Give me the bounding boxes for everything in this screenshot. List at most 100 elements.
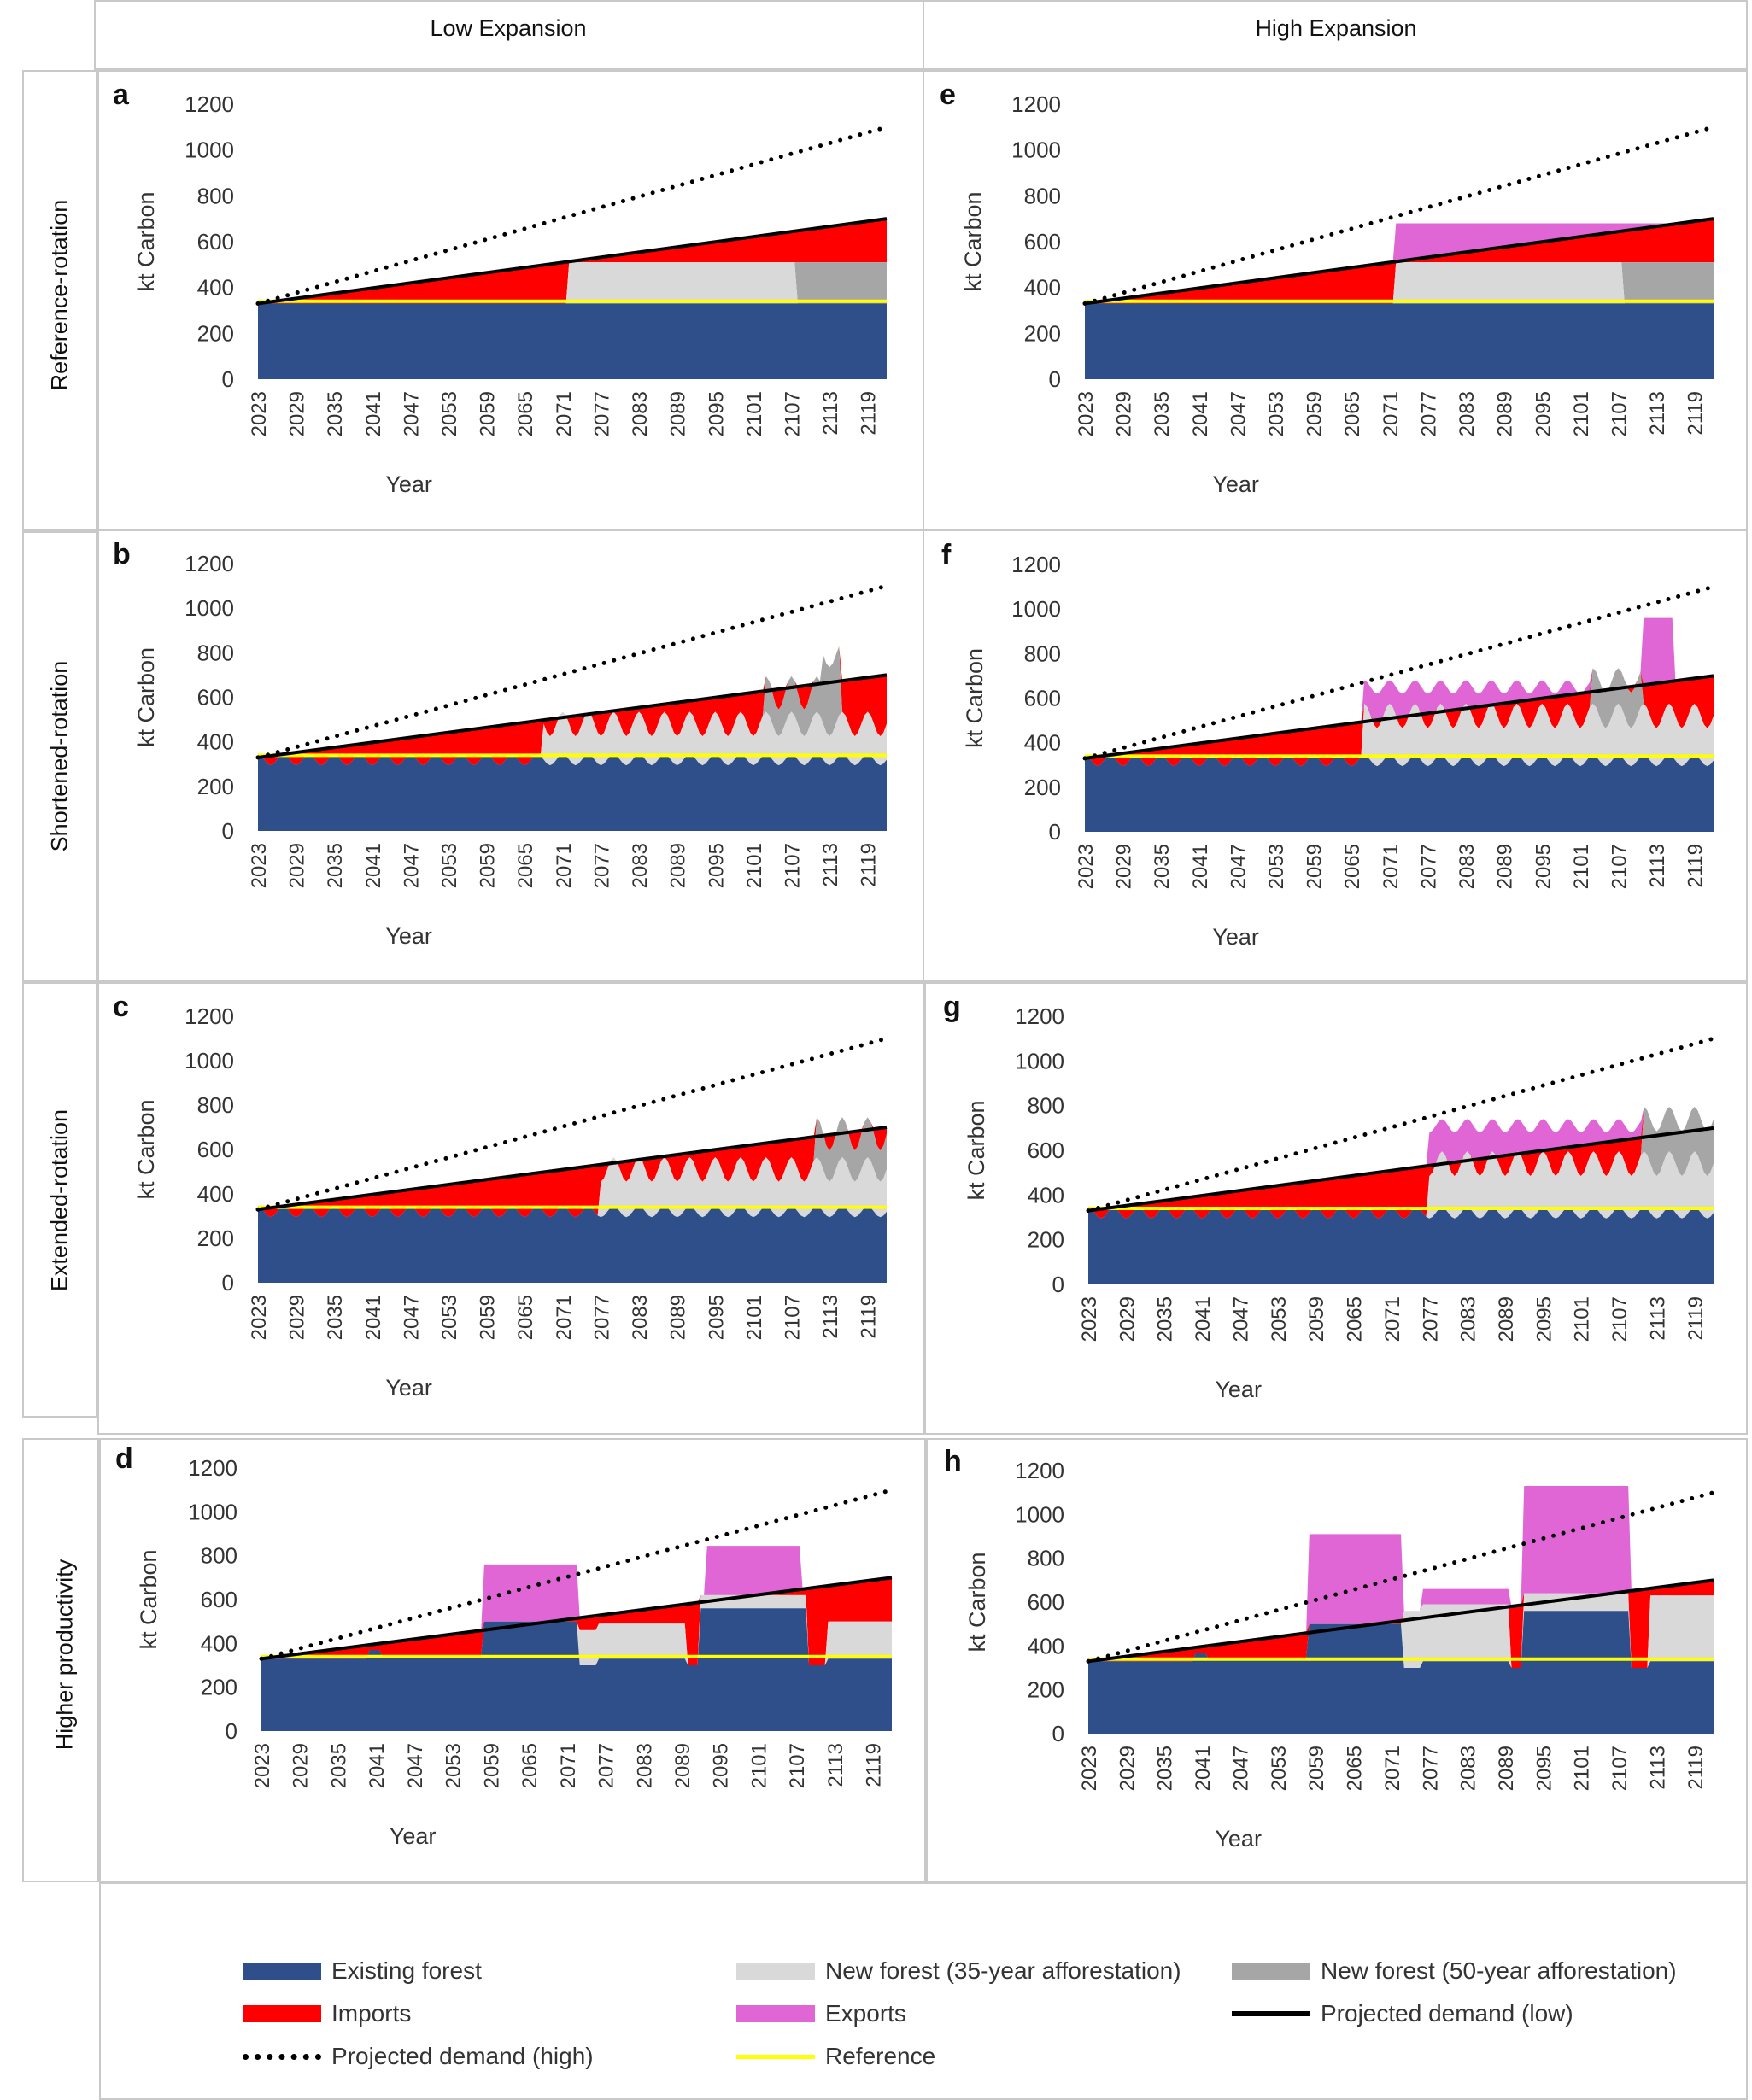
y-tick-label: 600 xyxy=(1028,1138,1064,1163)
new-forest-50-area xyxy=(258,646,887,766)
x-tick-label: 2065 xyxy=(514,1295,537,1340)
y-tick-label: 600 xyxy=(197,685,234,711)
x-tick-label: 2065 xyxy=(1344,1746,1367,1791)
column-header-low: Low Expansion xyxy=(430,15,587,41)
y-tick-label: 1200 xyxy=(1011,552,1061,577)
row-frame-1 xyxy=(22,70,97,531)
y-tick-label: 600 xyxy=(1028,1589,1064,1615)
new-forest-50-area xyxy=(258,262,887,304)
x-tick-label: 2029 xyxy=(1113,391,1136,436)
x-tick-label: 2095 xyxy=(1532,391,1555,436)
row-frame-3 xyxy=(22,982,97,1418)
x-tick-label: 2029 xyxy=(286,391,309,436)
x-tick-label: 2077 xyxy=(1419,1746,1442,1791)
new-forest-35-area xyxy=(1085,704,1714,767)
demand-low-line xyxy=(257,217,888,306)
x-tick-label: 2113 xyxy=(819,843,842,887)
x-tick-label: 2119 xyxy=(858,391,881,436)
y-tick-label: 200 xyxy=(1024,775,1061,800)
x-tick-label: 2113 xyxy=(819,1295,842,1339)
legend-swatch xyxy=(736,2054,815,2059)
x-tick-label: 2089 xyxy=(667,1295,690,1340)
legend-label: New forest (35-year afforestation) xyxy=(825,1957,1181,1984)
x-tick-label: 2077 xyxy=(590,1295,613,1340)
x-tick-label: 2119 xyxy=(1685,391,1708,436)
panel-letter: h xyxy=(944,1445,962,1477)
legend-swatch xyxy=(243,2005,321,2022)
y-axis-label: kt Carbon xyxy=(964,1552,990,1652)
y-tick-label: 1200 xyxy=(1015,1458,1064,1483)
y-tick-label: 200 xyxy=(197,774,234,799)
x-tick-label: 2077 xyxy=(1419,1296,1442,1342)
x-tick-label: 2119 xyxy=(863,1743,886,1787)
legend-label: Reference xyxy=(825,2043,936,2069)
y-tick-label: 400 xyxy=(197,275,234,301)
imports-area xyxy=(1088,1580,1714,1668)
y-tick-label: 1000 xyxy=(1015,1501,1064,1527)
x-tick-label: 2047 xyxy=(400,1295,423,1340)
x-tick-label: 2023 xyxy=(1075,391,1098,436)
column-header-high: High Expansion xyxy=(1255,15,1417,41)
x-tick-label: 2059 xyxy=(477,391,500,436)
x-tick-label: 2083 xyxy=(1456,391,1479,436)
y-tick-label: 800 xyxy=(1028,1093,1064,1119)
x-tick-label: 2053 xyxy=(1268,1746,1291,1791)
legend-label: Projected demand (low) xyxy=(1321,2000,1573,2027)
x-tick-label: 2059 xyxy=(480,1743,503,1788)
x-tick-label: 2035 xyxy=(327,1743,350,1788)
demand-low-line xyxy=(257,1126,888,1212)
y-tick-label: 1000 xyxy=(1011,137,1061,163)
demand-low-line xyxy=(1087,1126,1714,1213)
x-tick-label: 2023 xyxy=(1078,1296,1101,1342)
existing-forest-area xyxy=(258,303,887,379)
x-tick-label: 2053 xyxy=(1265,844,1288,889)
x-tick-label: 2101 xyxy=(743,1295,766,1340)
y-axis-label: kt Carbon xyxy=(133,191,159,291)
panel-h: 0 200 400 600 800 1000 1200 2023 2029 2035 2041 204… xyxy=(944,1445,1716,1851)
x-tick-label: 2071 xyxy=(553,843,576,888)
x-tick-label: 2047 xyxy=(1227,844,1250,889)
y-tick-label: 400 xyxy=(197,1181,234,1207)
x-tick-label: 2083 xyxy=(1457,1746,1480,1791)
x-tick-label: 2023 xyxy=(1075,844,1098,889)
row-frame-4 xyxy=(22,1438,99,1882)
panel-letter: g xyxy=(943,991,961,1023)
x-tick-label: 2071 xyxy=(1381,1296,1404,1342)
y-tick-label: 0 xyxy=(1052,1721,1064,1746)
panel-e: 0 200 400 600 800 1000 1200 2023 2029 2035 2041 204… xyxy=(940,79,1716,497)
row-frame-2 xyxy=(22,531,97,982)
panel-f: 0 200 400 600 800 1000 1200 2023 2029 2035 2041 204… xyxy=(941,539,1716,950)
y-tick-label: 800 xyxy=(1024,183,1061,208)
x-tick-label: 2053 xyxy=(1265,391,1288,436)
y-axis-label: kt Carbon xyxy=(136,1549,161,1649)
x-axis-label: Year xyxy=(385,1375,432,1401)
y-tick-label: 200 xyxy=(197,320,234,346)
panel-frame-h xyxy=(926,1438,1748,1882)
panel-letter: a xyxy=(113,79,130,111)
panel-b: 0 200 400 600 800 1000 1200 2023 2029 2035 2041 204… xyxy=(113,538,889,949)
x-tick-label: 2059 xyxy=(477,843,500,888)
x-axis-label: Year xyxy=(390,1823,437,1849)
existing-forest-area xyxy=(258,754,887,831)
legend-label: New forest (50-year afforestation) xyxy=(1321,1957,1677,1984)
panel-c: 0 200 400 600 800 1000 1200 2023 2029 2035 2041 204… xyxy=(113,991,889,1401)
x-axis-label: Year xyxy=(1215,1377,1262,1402)
y-tick-label: 1000 xyxy=(1015,1048,1064,1073)
y-tick-label: 0 xyxy=(222,1270,234,1296)
x-tick-label: 2107 xyxy=(786,1743,809,1788)
x-tick-label: 2101 xyxy=(743,391,766,436)
demand-high-line xyxy=(1082,584,1716,761)
exports-area xyxy=(1088,1486,1714,1662)
x-tick-label: 2041 xyxy=(362,391,385,436)
x-tick-label: 2119 xyxy=(1685,1296,1708,1341)
demand-high-line xyxy=(259,1488,894,1661)
legend-swatch xyxy=(243,1963,321,1980)
y-tick-label: 1200 xyxy=(185,1003,234,1029)
y-tick-label: 1000 xyxy=(185,1048,234,1073)
x-tick-label: 2113 xyxy=(1646,844,1669,888)
legend-item-new50: New forest (50-year afforestation) xyxy=(1232,1957,1677,1985)
y-tick-label: 1000 xyxy=(185,137,234,163)
demand-low-line xyxy=(261,1576,893,1661)
legend-item-new35: New forest (35-year afforestation) xyxy=(736,1957,1181,1985)
x-axis-label: Year xyxy=(1215,1826,1262,1851)
